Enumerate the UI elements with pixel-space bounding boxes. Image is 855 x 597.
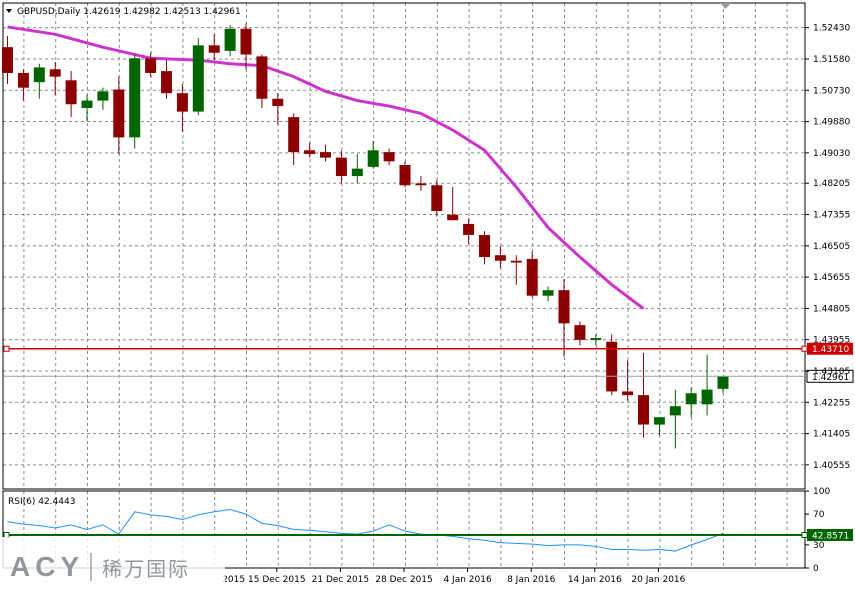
triangle-down-icon[interactable] [6, 9, 12, 13]
candle-bull [97, 91, 109, 101]
y-tick-label: 1.49030 [813, 149, 850, 159]
candle-bear [574, 325, 586, 340]
candle-bull [669, 406, 681, 416]
candle-bear [256, 56, 268, 99]
x-tick-label: 20 Jan 2016 [631, 575, 685, 585]
horizontal-line-handle [801, 345, 808, 352]
rsi-level-label: 42.8571 [812, 532, 849, 542]
x-tick-label: 15 Dec 2015 [248, 575, 306, 585]
candle-bear [17, 72, 29, 88]
rsi-level-handle [801, 532, 808, 539]
candle-bear [320, 152, 331, 158]
x-tick-label: 21 Dec 2015 [312, 575, 370, 585]
chart-header: GBPUSD,Daily 1.42619 1.42982 1.42513 1.4… [17, 7, 241, 17]
candle-bear [606, 341, 618, 392]
price-lines-layer: 1.43710 1.42961 [3, 342, 854, 383]
candle-bull [717, 376, 729, 389]
candle-bear [463, 223, 475, 235]
rsi-title: RSI(6) 42.4443 [8, 497, 75, 507]
candle-bear [208, 45, 220, 53]
candle-bull [81, 100, 93, 108]
y-tick-label: 1.50730 [813, 86, 850, 96]
candle-bear [65, 80, 77, 105]
candle-bear [447, 214, 459, 221]
price-label-box [806, 369, 854, 383]
y-tick-label: 1.47355 [813, 211, 850, 221]
rsi-y-tick-label: 100 [813, 487, 830, 497]
y-tick-label: 1.46505 [813, 242, 850, 252]
candle-bear [510, 260, 522, 263]
rsi-y-tick-label: 30 [813, 541, 825, 551]
candle-bear [161, 71, 172, 94]
y-tick-label: 1.43105 [813, 367, 850, 377]
y-tick-label: 1.52430 [813, 24, 850, 34]
candle-bear [526, 258, 538, 296]
price-axis: 1.52430 1.51580 1.50730 1.49880 1.49030 1.482… [805, 24, 850, 471]
rsi-layer: 100 70 30 0 42.8571 [3, 487, 853, 574]
candle-bear [415, 183, 427, 186]
corner-triangle-down-icon[interactable] [720, 3, 731, 9]
candle-bear [638, 395, 649, 425]
y-tick-label: 1.51580 [813, 55, 850, 65]
y-tick-label: 1.40555 [813, 461, 850, 471]
candle-bull [542, 290, 554, 296]
rsi-line [7, 508, 724, 552]
candle-bull [701, 389, 713, 405]
candle-bull [33, 67, 45, 83]
watermark-divider [90, 553, 93, 581]
candle-bear [2, 47, 13, 73]
rsi-y-tick-label: 70 [813, 510, 825, 520]
time-axis: 2015 15 Dec 2015 21 Dec 2015 28 Dec 2015 4 J… [222, 568, 686, 585]
candle-bear [399, 165, 411, 186]
candle-bear [113, 89, 125, 138]
horizontal-line-handle [3, 345, 10, 352]
candle-bear [240, 28, 252, 55]
candle-bear [304, 150, 316, 154]
watermark-cn: 稀万国际 [102, 556, 191, 581]
candle-bull [653, 417, 665, 425]
x-tick-label: 28 Dec 2015 [375, 575, 433, 585]
candles-layer [2, 23, 729, 449]
price-label-box [807, 342, 853, 355]
y-tick-label: 1.42255 [813, 398, 850, 408]
candle-bear [622, 391, 634, 396]
candle-bear [176, 93, 188, 112]
candle-bull [367, 150, 379, 167]
candle-bear [494, 255, 506, 261]
y-tick-label: 1.44805 [813, 304, 850, 314]
candle-bull [192, 45, 204, 112]
x-tick-label: 4 Jan 2016 [443, 575, 491, 585]
candle-bear [49, 69, 61, 77]
candle-bear [272, 98, 284, 107]
candle-bull [224, 28, 236, 51]
y-tick-label: 1.45655 [813, 273, 850, 283]
candle-bear [288, 117, 300, 153]
rsi-y-tick-label: 0 [813, 564, 819, 574]
candle-bear [383, 152, 395, 162]
rsi-level-label-box [807, 529, 853, 542]
candle-bull [590, 338, 602, 340]
y-tick-label: 1.48205 [813, 179, 850, 189]
price-label: 1.43710 [812, 345, 849, 355]
candle-bear [479, 234, 490, 258]
y-tick-label: 1.41405 [813, 430, 850, 440]
candle-bear [335, 157, 347, 177]
x-tick-label: 2015 [222, 575, 245, 585]
x-tick-label: 14 Jan 2016 [568, 575, 622, 585]
y-tick-label: 1.49880 [813, 118, 850, 128]
candle-bear [558, 290, 570, 324]
x-tick-label: 8 Jan 2016 [507, 575, 555, 585]
watermark: ACY 稀万国际 [0, 537, 225, 597]
watermark-brand: ACY [10, 551, 85, 582]
price-label: 1.42961 [812, 373, 849, 383]
candle-bull [351, 168, 363, 177]
candle-bear [431, 185, 443, 212]
candle-bull [129, 58, 141, 138]
y-tick-label: 1.43955 [813, 336, 850, 346]
candle-bull [685, 393, 697, 405]
candle-bear [145, 58, 157, 73]
